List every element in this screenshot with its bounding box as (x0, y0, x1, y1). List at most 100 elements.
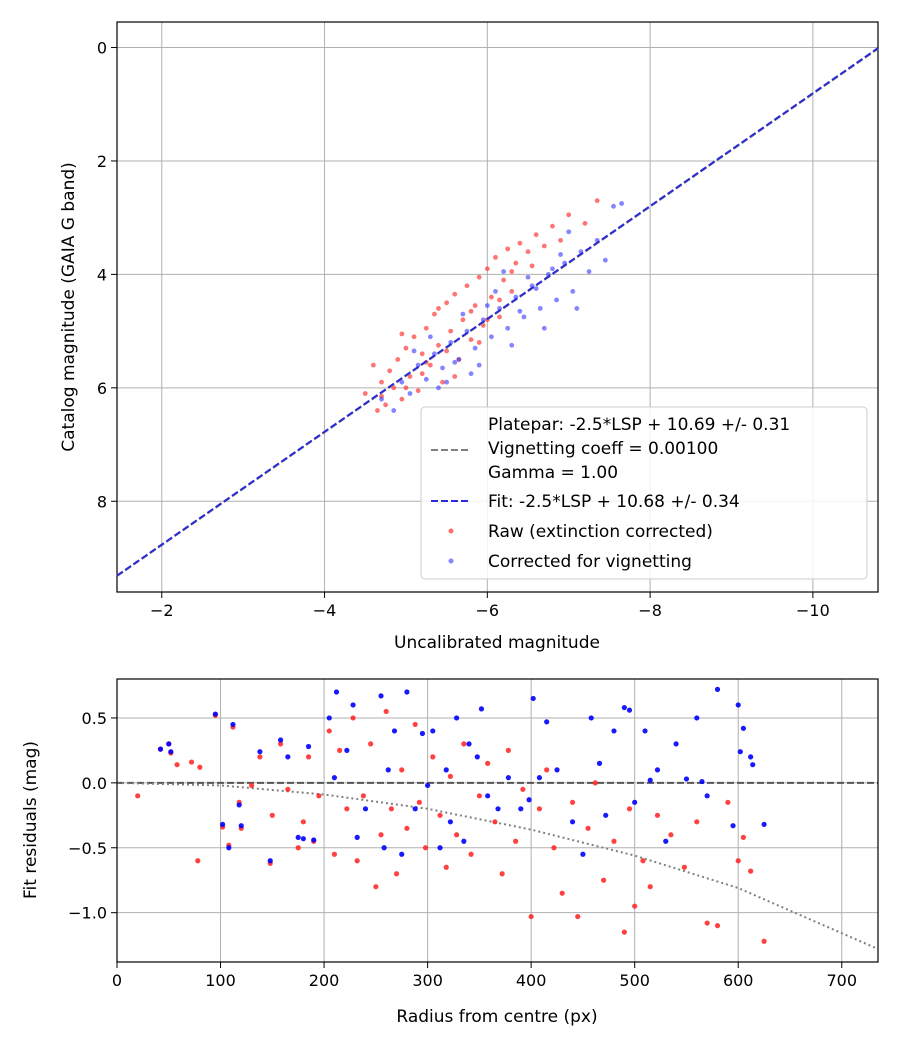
legend-box (420, 406, 868, 580)
raw-point (316, 793, 322, 799)
raw-point (566, 212, 572, 218)
raw-point (416, 799, 422, 805)
raw-point (640, 858, 646, 864)
raw-point (443, 864, 449, 870)
corrected-point (740, 725, 747, 731)
corrected-point (311, 837, 317, 843)
corrected-point (761, 821, 767, 827)
raw-point (476, 793, 482, 799)
corrected-point (454, 715, 460, 721)
corrected-point (267, 858, 273, 864)
corrected-point (385, 767, 391, 773)
legend-raw-marker (448, 528, 454, 534)
bottom-residuals-panel: 0 100 200 300 400 500 600 700 0.5 0.0 −0.5 −1.0 Rad… (21, 678, 879, 1027)
corrected-point (168, 749, 174, 755)
corrected-point (501, 269, 507, 274)
raw-point (188, 759, 195, 765)
raw-point (488, 294, 494, 300)
corrected-point (683, 776, 690, 782)
x-tick-label: −10 (796, 601, 830, 620)
corrected-point (647, 777, 653, 783)
corrected-point (480, 317, 486, 323)
corrected-point (570, 289, 576, 294)
corrected-point (673, 741, 679, 747)
corrected-point (452, 359, 458, 365)
x-tick-label: 300 (412, 971, 443, 990)
corrected-point (212, 711, 218, 717)
corrected-point (391, 728, 398, 734)
raw-point (505, 246, 511, 252)
legend: Platepar: -2.5*LSP + 10.69 +/- 0.31 Vign… (420, 406, 868, 580)
corrected-point (461, 838, 467, 844)
raw-point (464, 283, 470, 289)
raw-point (748, 868, 754, 874)
corrected-point (714, 686, 721, 692)
raw-point (415, 388, 421, 394)
raw-point (714, 923, 721, 929)
y-tick-label: 0.0 (82, 774, 107, 793)
raw-point (513, 260, 519, 266)
corrected-point (437, 845, 443, 851)
raw-point (373, 884, 379, 890)
y-tick-label: 0.5 (82, 709, 107, 728)
raw-point (621, 929, 627, 935)
corrected-point (427, 334, 433, 340)
raw-point (174, 762, 180, 768)
raw-point (492, 819, 498, 825)
raw-point (350, 715, 356, 721)
raw-point (484, 266, 490, 272)
bottom-plot-frame (116, 678, 879, 963)
corrected-point (466, 741, 472, 747)
raw-point (422, 845, 429, 851)
raw-point (447, 773, 453, 779)
raw-point (668, 832, 674, 838)
raw-point (399, 396, 405, 402)
raw-point (505, 747, 511, 753)
corrected-point (333, 689, 340, 695)
legend-corrected-marker (448, 558, 454, 564)
raw-point (517, 240, 523, 246)
corrected-point (488, 334, 494, 340)
corrected-point (580, 851, 586, 857)
corrected-point (730, 823, 736, 829)
corrected-point (220, 821, 226, 827)
raw-point (551, 845, 557, 851)
corrected-point (642, 728, 648, 734)
corrected-point (344, 747, 350, 753)
bottom-points (135, 686, 767, 944)
corrected-point (632, 799, 638, 805)
raw-point (354, 858, 360, 864)
corrected-point (525, 274, 531, 280)
y-tick-label: −0.5 (68, 839, 107, 858)
top-y-axis-label: Catalog magnitude (GAIA G band) (59, 162, 79, 452)
corrected-point (554, 767, 560, 773)
raw-point (378, 832, 384, 838)
raw-point (559, 890, 565, 896)
raw-point (423, 325, 429, 331)
raw-point (476, 340, 482, 345)
bottom-reference-lines (116, 781, 879, 950)
raw-point (528, 913, 534, 920)
legend-platepar-label-line2: Vignetting coeff = 0.00100 (488, 439, 718, 459)
raw-point (525, 249, 531, 255)
raw-point (472, 303, 478, 308)
x-tick-label: −4 (313, 601, 337, 620)
raw-point (269, 812, 275, 818)
corrected-point (626, 707, 633, 713)
raw-point (403, 385, 409, 391)
corrected-point (603, 812, 609, 818)
corrected-point (509, 342, 515, 348)
raw-point (493, 254, 498, 260)
raw-point (368, 741, 374, 747)
corrected-point (526, 797, 532, 803)
corrected-point (444, 379, 450, 385)
raw-point (440, 379, 445, 385)
corrected-point (611, 203, 616, 209)
legend-fit-label: Fit: -2.5*LSP + 10.68 +/- 0.34 (488, 492, 740, 512)
raw-point (444, 348, 450, 354)
raw-point (277, 741, 284, 747)
raw-point (300, 819, 306, 825)
corrected-point (748, 754, 754, 760)
raw-point (681, 864, 687, 870)
raw-point (337, 747, 343, 753)
